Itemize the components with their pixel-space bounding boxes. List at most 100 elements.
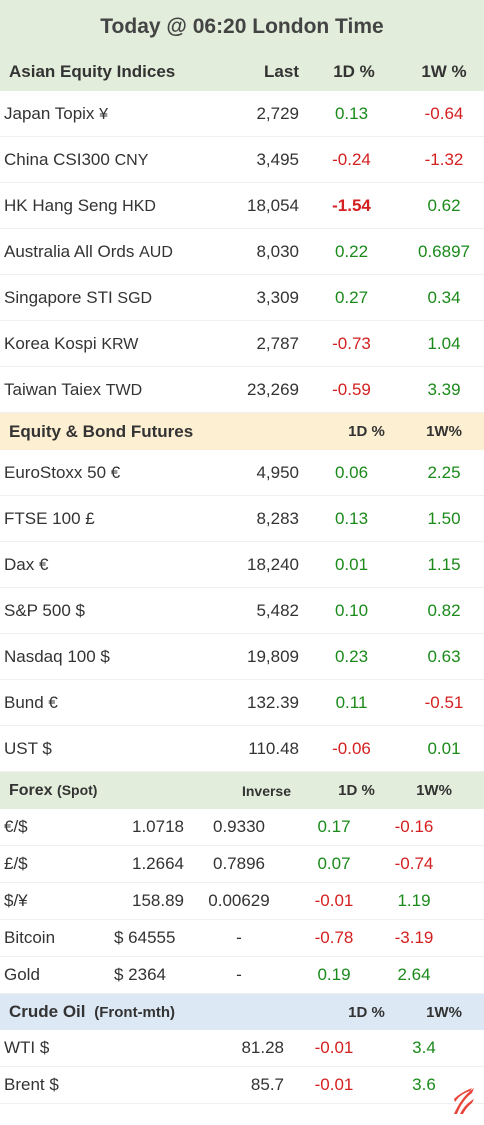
change-1w: 0.63 [427,646,461,666]
index-name: Japan Topix ¥ [0,104,189,124]
flame-logo-icon [454,1088,474,1114]
table-row: £/$ 1.2664 0.7896 0.07 -0.74 [0,846,484,883]
table-row: Singapore STI SGD 3,309 0.27 0.34 [0,275,484,321]
change-1d: -0.78 [314,928,354,947]
future-name: EuroStoxx 50 € [4,462,121,482]
fx-inverse: - [236,965,242,984]
futures-col-1w: 1W% [426,423,462,440]
future-name: Bund € [4,692,58,712]
change-1w: 0.34 [427,287,461,307]
fx-inverse: 0.00629 [208,891,270,910]
futures-table: EuroStoxx 50 € 4,950 0.06 2.25 FTSE 100 £ 8,2… [0,450,484,772]
change-1w: 1.19 [397,891,431,910]
table-row: Taiwan Taiex TWD 23,269 -0.59 3.39 [0,367,484,413]
fx-pair: Gold [4,965,40,984]
fx-spot: 1.0718 [132,817,184,836]
change-1d: -0.01 [314,891,354,910]
table-row: Japan Topix ¥2,729 0.13 -0.64 [0,91,484,137]
table-row: Bitcoin $ 64555 - -0.78 -3.19 [0,920,484,957]
oil-last: 81.28 [241,1038,284,1057]
table-row: Dax € 18,240 0.01 1.15 [0,542,484,588]
index-last: 3,495 [256,149,299,169]
index-name-text: China CSI300 [4,149,115,169]
asia-table: Japan Topix ¥2,729 0.13 -0.64 China CSI300 … [0,91,484,413]
index-last: 23,269 [247,379,299,399]
index-last: 3,309 [256,287,299,307]
index-last: 2,729 [256,103,299,123]
future-name: S&P 500 $ [4,600,85,620]
change-1w: 0.82 [427,600,461,620]
change-1w: -1.32 [424,149,464,169]
index-name: Taiwan Taiex TWD [0,380,189,400]
change-1d: -0.59 [332,379,371,399]
change-1d: 0.01 [334,554,369,574]
fx-inverse: - [236,928,242,947]
change-1d: 0.13 [334,103,369,123]
table-row: Gold $ 2364 - 0.19 2.64 [0,957,484,994]
futures-header-label: Equity & Bond Futures [9,421,194,441]
change-1w: 2.64 [397,965,431,984]
future-name: Dax € [4,554,49,574]
change-1w: 3.6 [412,1075,436,1094]
future-last: 18,240 [247,554,299,574]
futures-col-1d: 1D % [348,423,385,440]
change-1d: -0.06 [332,738,371,758]
forex-col-inverse: Inverse [241,782,292,799]
table-row: UST $ 110.48 -0.06 0.01 [0,726,484,772]
fx-pair: £/$ [4,854,28,873]
index-name-text: Singapore STI [4,287,118,307]
fx-pair: $/¥ [4,891,28,910]
table-row: €/$ 1.0718 0.9330 0.17 -0.16 [0,809,484,846]
future-name: FTSE 100 £ [4,508,95,528]
change-1d: -0.01 [314,1075,354,1094]
futures-section-header: Equity & Bond Futures 1D % 1W% [0,413,484,450]
table-row: Nasdaq 100 $ 19,809 0.23 0.63 [0,634,484,680]
oil-table: WTI $ 81.28 -0.01 3.4 Brent $ 85.7 -0.01 3.6 [0,1030,484,1104]
change-1d: 0.22 [334,241,369,261]
index-name-text: HK Hang Seng [4,195,123,215]
change-1w: 2.25 [427,462,461,482]
future-last: 132.39 [247,692,299,712]
forex-col-1w: 1W% [416,782,452,799]
future-name: Nasdaq 100 $ [4,646,110,666]
oil-section-header: Crude Oil (Front-mth) 1D % 1W% [0,994,484,1030]
index-currency: KRW [101,335,139,353]
table-row: Australia All Ords AUD 8,030 0.22 0.6897 [0,229,484,275]
change-1w: -3.19 [394,928,434,947]
change-1w: 3.4 [412,1038,436,1057]
index-name: Korea Kospi KRW [0,334,189,354]
change-1d: 0.06 [334,462,369,482]
change-1d: -0.01 [314,1038,354,1057]
table-row: Brent $ 85.7 -0.01 3.6 [0,1067,484,1104]
future-last: 8,283 [256,508,299,528]
table-row: WTI $ 81.28 -0.01 3.4 [0,1030,484,1067]
change-1w: 1.15 [427,554,461,574]
index-name: HK Hang Seng HKD [0,196,189,216]
index-name: China CSI300 CNY [0,150,189,170]
change-1d: 0.19 [317,965,351,984]
forex-table: €/$ 1.0718 0.9330 0.17 -0.16 £/$ 1.2664 0.7896 0… [0,809,484,994]
index-name-text: Australia All Ords [4,241,140,261]
fx-spot: $ 64555 [114,928,176,947]
index-name: Australia All Ords AUD [0,242,189,262]
change-1w: -0.16 [394,817,434,836]
oil-header-sub: (Front-mth) [94,1004,176,1021]
index-last: 8,030 [256,241,299,261]
table-row: FTSE 100 £ 8,283 0.13 1.50 [0,496,484,542]
index-name-text: Taiwan Taiex [4,379,106,399]
change-1w: 1.04 [427,333,461,353]
oil-col-1w: 1W% [426,1003,462,1021]
index-name-text: Japan Topix [4,103,100,123]
table-row: Bund € 132.39 0.11 -0.51 [0,680,484,726]
change-1w: 0.62 [427,195,461,215]
oil-name: WTI $ [4,1038,50,1057]
forex-col-1d: 1D % [338,782,375,799]
change-1w: -0.51 [424,692,464,712]
future-last: 4,950 [256,462,299,482]
table-row: S&P 500 $ 5,482 0.10 0.82 [0,588,484,634]
table-row: Korea Kospi KRW 2,787 -0.73 1.04 [0,321,484,367]
table-row: China CSI300 CNY 3,495 -0.24 -1.32 [0,137,484,183]
change-1d: 0.07 [317,854,351,873]
change-1w: 0.6897 [418,241,470,261]
asia-section-header: Asian Equity Indices Last 1D % 1W % [0,53,484,91]
